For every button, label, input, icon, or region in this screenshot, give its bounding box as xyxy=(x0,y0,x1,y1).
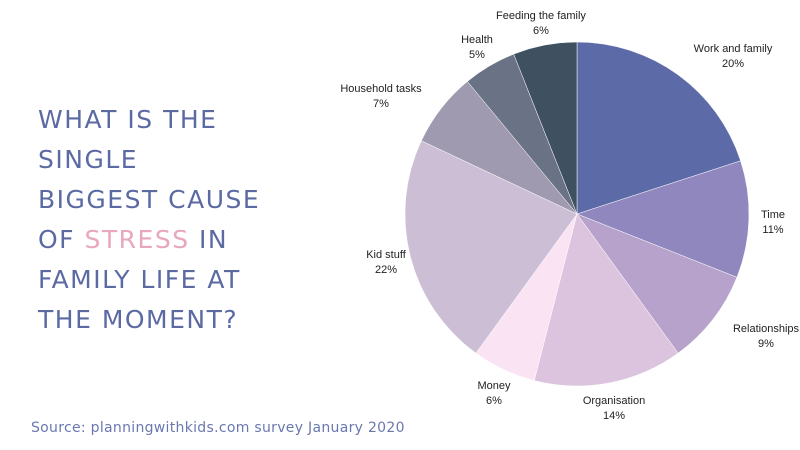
pie-slice-relationships xyxy=(576,213,738,354)
stress-highlight: STRESS xyxy=(84,225,190,254)
pie-slice-feeding-the-family xyxy=(513,41,578,215)
question-line-4-prefix: OF xyxy=(38,225,85,254)
slice-value-kid-stuff: 22% xyxy=(375,264,397,276)
question-line-3: BIGGEST CAUSE xyxy=(38,185,261,214)
slice-label-health: Health xyxy=(461,34,493,46)
question-line-5: FAMILY LIFE AT xyxy=(38,265,241,294)
slice-value-household-tasks: 7% xyxy=(373,98,389,110)
slice-label-time: Time xyxy=(761,209,785,221)
question-line-1: WHAT IS THE xyxy=(38,105,218,134)
pie-slice-time xyxy=(576,160,750,278)
slice-value-money: 6% xyxy=(486,395,502,407)
slice-value-feeding-the-family: 6% xyxy=(533,25,549,37)
question-line-6: THE MOMENT? xyxy=(38,305,239,334)
slice-value-organisation: 14% xyxy=(603,410,625,422)
question-line-2: SINGLE xyxy=(38,145,139,174)
question-line-4-suffix: IN xyxy=(189,225,229,254)
question-line-4: OF STRESS IN xyxy=(38,220,328,260)
pie-slice-organisation xyxy=(533,213,679,387)
slice-value-health: 5% xyxy=(469,49,485,61)
slice-label-feeding-the-family: Feeding the family xyxy=(496,10,586,22)
source-caption: Source: planningwithkids.com survey Janu… xyxy=(31,420,405,436)
slice-label-organisation: Organisation xyxy=(583,395,645,407)
slice-label-work-and-family: Work and family xyxy=(694,43,773,55)
question-heading: WHAT IS THE SINGLE BIGGEST CAUSE OF STRE… xyxy=(38,100,328,340)
slice-label-household-tasks: Household tasks xyxy=(340,83,422,95)
slice-value-work-and-family: 20% xyxy=(722,58,744,70)
pie-slice-work-and-family xyxy=(576,41,741,215)
slice-value-time: 11% xyxy=(762,224,783,236)
slice-value-relationships: 9% xyxy=(758,338,774,350)
slice-label-money: Money xyxy=(477,380,511,392)
slice-label-kid-stuff: Kid stuff xyxy=(366,249,406,261)
slice-label-relationships: Relationships xyxy=(733,323,800,335)
